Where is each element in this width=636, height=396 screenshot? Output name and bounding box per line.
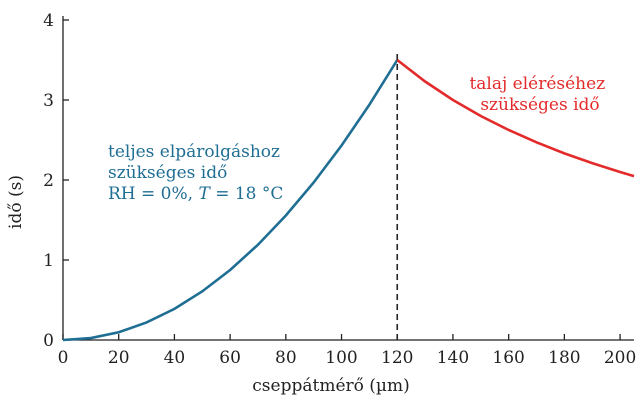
evaporation-annotation-line-3: RH = 0%, <box>108 184 198 204</box>
evaporation-annotation-line-2: szükséges idő <box>108 163 227 183</box>
evaporation-annotation-line-1: teljes elpárolgáshoz <box>108 142 280 162</box>
x-tick-label: 200 <box>604 348 636 368</box>
x-tick-label: 40 <box>164 348 186 368</box>
y-tick-label: 2 <box>43 171 54 191</box>
x-tick-label: 180 <box>548 348 580 368</box>
x-axis-title: cseppátmérő (µm) <box>252 376 409 396</box>
x-tick-label: 160 <box>492 348 524 368</box>
y-tick-label: 4 <box>43 11 54 31</box>
y-axis: 0 1 2 3 4 <box>43 11 69 351</box>
x-tick-label: 120 <box>381 348 413 368</box>
evaporation-annotation-T: T <box>198 184 211 204</box>
x-tick-label: 60 <box>219 348 241 368</box>
x-axis: 0 20 40 60 80 100 120 140 160 180 200 <box>58 334 636 368</box>
y-tick-label: 0 <box>43 331 54 351</box>
falling-annotation-line-2: szükséges idő <box>480 95 599 115</box>
x-tick-label: 100 <box>325 348 357 368</box>
evaporation-time-curve <box>62 59 399 342</box>
x-tick-label: 20 <box>108 348 130 368</box>
evaporation-annotation-temp: = 18 °C <box>210 184 284 204</box>
falling-annotation: talaj eléréséhez szükséges idő <box>469 74 610 115</box>
y-axis-title: idő (s) <box>6 175 26 229</box>
x-tick-label: 140 <box>437 348 469 368</box>
falling-time-curve <box>396 58 635 178</box>
x-tick-label: 80 <box>275 348 297 368</box>
x-tick-label: 0 <box>58 348 69 368</box>
y-tick-label: 3 <box>43 91 54 111</box>
falling-annotation-line-1: talaj eléréséhez <box>469 74 605 94</box>
evaporation-annotation: teljes elpárolgáshoz szükséges idő RH = … <box>108 142 285 204</box>
y-tick-label: 1 <box>43 251 54 271</box>
